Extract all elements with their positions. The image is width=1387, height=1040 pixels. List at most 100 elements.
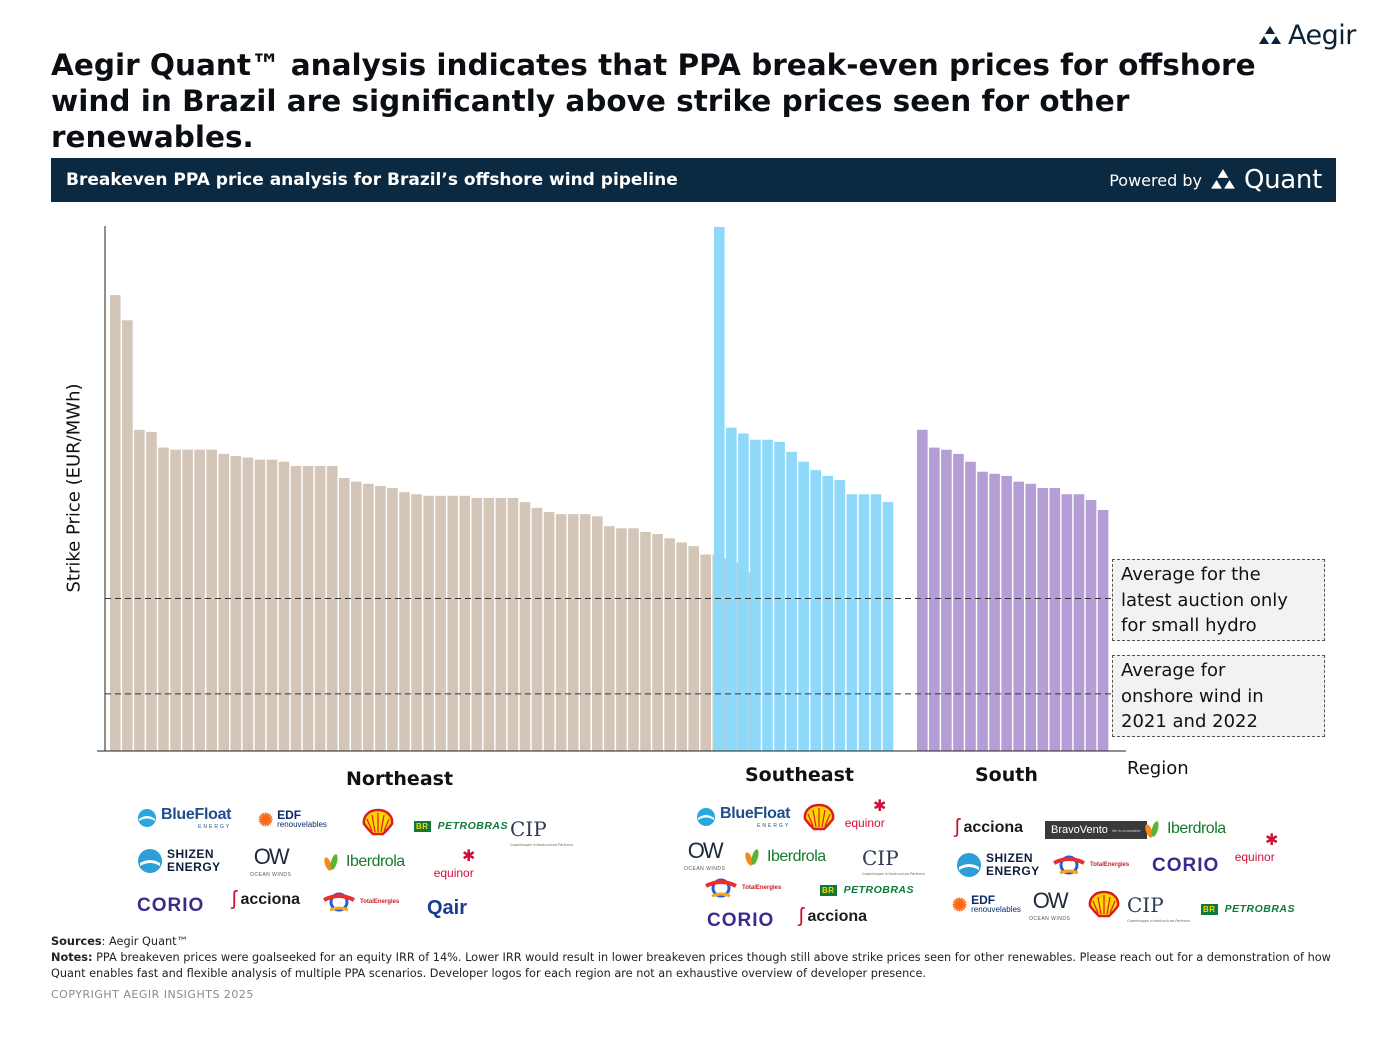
- powered-by-label: Powered by: [1109, 170, 1202, 190]
- shell-logo: [361, 808, 395, 836]
- bar-northeast-33: [495, 497, 507, 751]
- bar-southeast-7: [786, 451, 797, 751]
- cip-name: CIP: [862, 846, 899, 870]
- petrobras-br-mark: BR: [820, 884, 837, 896]
- bar-northeast-15: [278, 461, 290, 751]
- bar-northeast-7: [182, 449, 193, 751]
- edf-logo: ✺ EDF renouvelables: [952, 894, 1021, 915]
- bravovento-sub: life is renewable: [1111, 827, 1141, 833]
- ow-sub: OCEAN WINDS: [250, 872, 292, 878]
- shizen-line1: SHIZEN: [986, 851, 1034, 865]
- bar-south-16: [1097, 509, 1109, 751]
- iberdrola-leaves-icon: [745, 849, 759, 866]
- bar-northeast-3: [134, 429, 145, 751]
- bar-northeast-34: [507, 497, 519, 751]
- iberdrola-name: Iberdrola: [767, 848, 826, 865]
- copyright-text: COPYRIGHT AEGIR INSIGHTS 2025: [51, 988, 254, 1001]
- region-label-southeast: Southeast: [745, 764, 854, 786]
- annotation-line: Average for the: [1121, 564, 1261, 585]
- qair-logo: Qair: [427, 897, 467, 920]
- bar-northeast-38: [555, 514, 567, 751]
- iberdrola-logo: Iberdrola: [743, 847, 826, 867]
- sources-label: Sources: [51, 935, 102, 948]
- bar-northeast-36: [531, 507, 543, 751]
- edf-logo: ✺ EDF renouvelables: [258, 808, 327, 830]
- page-headline: Aegir Quant™ analysis indicates that PPA…: [51, 48, 1256, 154]
- bar-south-4: [953, 453, 964, 751]
- equinor-star-icon: ✱: [1265, 832, 1279, 849]
- petrobras-logo: BR PETROBRAS: [1201, 903, 1295, 915]
- y-axis-label: Strike Price (EUR/MWh): [63, 383, 85, 593]
- powered-by-quant: Powered by Quant: [1109, 165, 1322, 195]
- cip-sub: Copenhagen Infrastructure Partners: [862, 872, 925, 876]
- acciona-logo: ʃ acciona: [955, 816, 1023, 839]
- equinor-star-icon: ✱: [873, 798, 887, 815]
- acciona-leaf-icon: ʃ: [799, 905, 804, 927]
- bar-northeast-50: [700, 554, 712, 751]
- iberdrola-logo: Iberdrola: [1143, 819, 1226, 839]
- petrobras-logo: BR PETROBRAS: [414, 820, 508, 832]
- bar-northeast-18: [314, 465, 326, 751]
- edf-sub: renouvelables: [277, 820, 327, 829]
- totalenergies-logo: TotalEnergies: [1052, 853, 1129, 877]
- totalenergies-icon: [1053, 855, 1085, 875]
- bar-southeast-12: [846, 494, 858, 751]
- bar-northeast-24: [387, 487, 398, 751]
- small-hydro-annotation: Average for the latest auction only for …: [1112, 559, 1325, 641]
- bar-south-10: [1025, 483, 1037, 751]
- bar-south-2: [929, 447, 940, 751]
- shell-pecten-icon: [1088, 890, 1120, 918]
- totalenergies-name: TotalEnergies: [360, 899, 400, 905]
- annotation-line: 2021 and 2022: [1121, 711, 1258, 732]
- qair-name: Qair: [427, 897, 468, 919]
- iberdrola-leaves-icon: [324, 854, 338, 871]
- notes-line: Notes: PPA breakeven prices were goalsee…: [51, 950, 1341, 982]
- corio-name: CORIO: [137, 895, 205, 916]
- petrobras-br-mark: BR: [1201, 903, 1218, 915]
- bravovento-name: BravoVento: [1051, 824, 1108, 836]
- bar-southeast-1: [714, 227, 725, 751]
- bar-northeast-41: [592, 516, 603, 751]
- bar-northeast-21: [351, 481, 362, 751]
- quant-logo-icon: [1211, 169, 1235, 189]
- totalenergies-icon: [323, 892, 355, 912]
- bar-northeast-31: [471, 497, 483, 751]
- petrobras-logo: BR PETROBRAS: [820, 884, 914, 896]
- bar-northeast-26: [411, 494, 422, 751]
- annotation-line: for small hydro: [1121, 615, 1257, 636]
- iberdrola-logo: Iberdrola: [322, 852, 405, 872]
- bar-northeast-19: [326, 465, 338, 751]
- equinor-name: equinor: [1234, 850, 1275, 864]
- bar-south-8: [1001, 475, 1012, 751]
- reference-lines-layer: [105, 598, 1112, 695]
- bar-northeast-28: [435, 495, 446, 751]
- bluefloat-name: BlueFloat: [161, 806, 232, 823]
- bluefloat-sub: ENERGY: [198, 824, 232, 830]
- bar-northeast-25: [399, 492, 410, 751]
- acciona-leaf-icon: ʃ: [232, 888, 237, 910]
- bar-northeast-44: [628, 528, 639, 751]
- bar-northeast-45: [640, 531, 651, 751]
- region-label-northeast: Northeast: [346, 768, 454, 790]
- equinor-logo: ✱ equinor: [1231, 830, 1279, 864]
- bar-northeast-22: [363, 483, 374, 751]
- corio-name: CORIO: [1152, 855, 1220, 876]
- cip-logo: CIP Copenhagen Infrastructure Partners: [1127, 895, 1190, 929]
- bravovento-logo: BravoVento life is renewable: [1045, 821, 1147, 839]
- bar-northeast-46: [652, 534, 663, 751]
- cip-logo: CIP Copenhagen Infrastructure Partners: [862, 846, 925, 882]
- edf-name: EDF: [277, 808, 302, 822]
- shizen-logo: SHIZEN ENERGY: [956, 852, 1040, 878]
- cip-sub: Copenhagen Infrastructure Partners: [1127, 919, 1190, 923]
- shell-pecten-icon: [803, 803, 835, 831]
- bar-northeast-6: [170, 449, 181, 751]
- bar-northeast-42: [604, 526, 615, 751]
- equinor-name: equinor: [844, 816, 885, 830]
- acciona-logo: ʃ acciona: [799, 905, 867, 928]
- bar-southeast-15: [882, 502, 894, 751]
- bar-south-1: [917, 429, 928, 751]
- bluefloat-logo: BlueFloat ENERGY: [137, 806, 232, 830]
- petrobras-name: PETROBRAS: [843, 884, 914, 896]
- edf-sun-icon: ✺: [258, 810, 274, 830]
- acciona-leaf-icon: ʃ: [955, 816, 960, 838]
